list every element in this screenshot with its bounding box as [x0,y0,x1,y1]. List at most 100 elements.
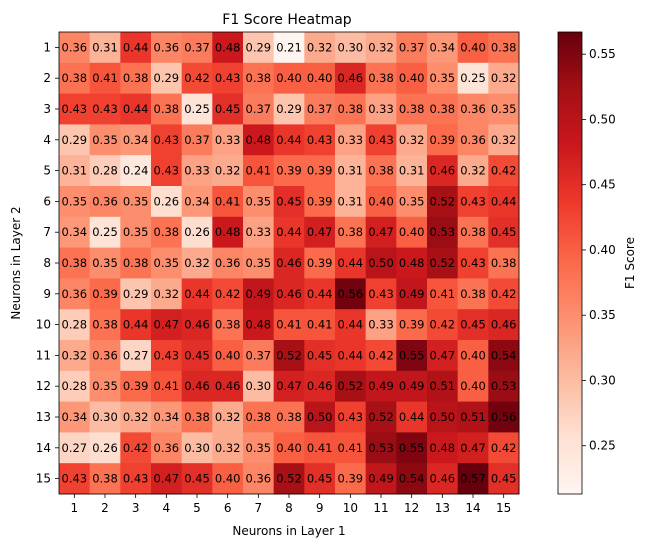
heatmap-cell [365,463,397,495]
cell-value-label: 0.31 [338,194,364,208]
cell-value-label: 0.47 [368,225,394,239]
cell-value-label: 0.35 [430,71,456,85]
heatmap-cell [488,216,520,249]
heatmap-cell [457,186,489,218]
heatmap-cell [488,463,520,495]
heatmap-cell [427,216,459,249]
heatmap-cell [427,401,459,433]
cell-value-label: 0.48 [246,133,272,147]
heatmap-cell [151,93,183,125]
heatmap-cell [89,186,121,218]
heatmap-cell [212,186,244,218]
cell-value-label: 0.38 [62,71,88,85]
cell-value-label: 0.40 [276,441,302,455]
heatmap-cell [151,432,183,464]
x-axis-label: Neurons in Layer 1 [232,524,345,538]
colorbar-tick-label: 0.35 [589,308,616,322]
x-tick-label: 11 [373,501,388,515]
cell-value-label: 0.39 [123,379,149,393]
colorbar-tick-label: 0.30 [589,373,616,387]
heatmap-cell [457,62,489,95]
cell-value-label: 0.29 [62,133,88,147]
x-tick-label: 8 [285,501,293,515]
cell-value-label: 0.42 [368,348,394,362]
cell-value-label: 0.43 [62,472,88,486]
cell-value-label: 0.32 [307,40,333,54]
heatmap-cell [273,155,305,187]
cell-value-label: 0.35 [246,441,272,455]
cell-value-label: 0.35 [246,256,272,270]
heatmap-cell [335,340,367,372]
colorbar [557,31,583,495]
heatmap-cell [457,432,489,464]
chart-title: F1 Score Heatmap [222,12,351,28]
cell-value-label: 0.35 [154,256,180,270]
heatmap-cell [89,340,121,372]
y-tick-label: 14 [36,441,51,455]
heatmap-cell [59,401,91,433]
heatmap-cell [457,93,489,125]
heatmap-cell [120,32,152,64]
y-tick-label: 6 [43,194,51,208]
cell-value-label: 0.32 [215,164,241,178]
cell-value-label: 0.27 [62,441,88,455]
heatmap-cell [304,247,336,279]
heatmap-cell [59,278,91,310]
cell-value-label: 0.40 [460,348,486,362]
cell-value-label: 0.43 [368,133,394,147]
y-axis-label: Neurons in Layer 2 [9,206,23,319]
heatmap-cell [488,247,520,279]
heatmap-cell [273,216,305,249]
cell-value-label: 0.32 [399,133,425,147]
cell-value-label: 0.30 [184,441,210,455]
cell-value-label: 0.47 [430,348,456,362]
heatmap-cell [304,155,336,187]
heatmap-cell [120,432,152,464]
y-tick-label: 8 [43,256,51,270]
y-tick-label: 4 [43,133,51,147]
cell-value-label: 0.32 [491,133,517,147]
cell-value-label: 0.30 [246,379,272,393]
colorbar-ticks: 0.25 0.30 0.35 0.40 0.45 0.50 0.55 [582,47,616,453]
heatmap-cell [59,432,91,464]
cell-value-label: 0.25 [184,102,210,116]
cell-value-label: 0.38 [154,225,180,239]
x-axis-ticks: 1 2 3 4 5 6 7 8 9 10 11 12 13 14 15 [71,494,511,515]
heatmap-cell [488,278,520,310]
heatmap-cell [335,93,367,125]
heatmap-cell [488,62,520,95]
cell-value-label: 0.38 [123,256,149,270]
cell-value-label: 0.47 [276,379,302,393]
cell-value-label: 0.43 [215,71,241,85]
x-tick-label: 5 [193,501,201,515]
heatmap-cell [59,93,91,125]
heatmap-cell [427,340,459,372]
cell-value-label: 0.44 [184,287,210,301]
heatmap-cell [243,401,275,433]
cell-value-label: 0.25 [460,71,486,85]
heatmap-cell [212,401,244,433]
heatmap-cell [457,309,489,341]
cell-value-label: 0.48 [246,318,272,332]
cell-value-label: 0.33 [215,133,241,147]
cell-value-label: 0.43 [460,194,486,208]
cell-value-label: 0.44 [123,318,149,332]
cell-value-label: 0.49 [246,287,272,301]
heatmap-cell [212,216,244,249]
heatmap-cell [243,432,275,464]
cell-value-label: 0.46 [430,164,456,178]
heatmap-cell [457,124,489,156]
heatmap-cell [181,93,213,125]
x-tick-label: 6 [224,501,232,515]
cell-value-label: 0.43 [92,102,118,116]
heatmap-cell [151,186,183,218]
cell-value-label: 0.42 [491,441,517,455]
heatmap-cell [365,370,397,403]
cell-value-label: 0.40 [307,71,333,85]
heatmap-cell [120,309,152,341]
cell-value-label: 0.52 [430,256,456,270]
cell-value-label: 0.33 [338,133,364,147]
heatmap-cell [335,186,367,218]
cell-value-label: 0.38 [460,287,486,301]
heatmap-cell [273,93,305,125]
